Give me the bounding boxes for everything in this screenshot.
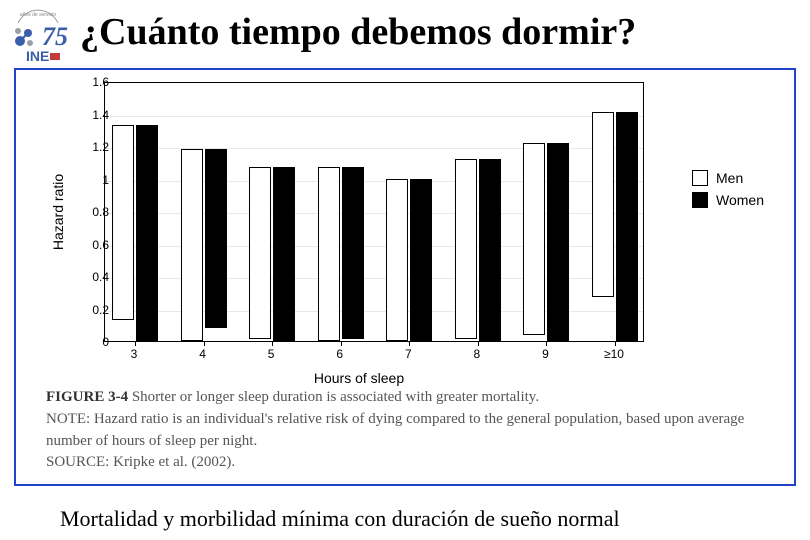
legend-label: Women	[716, 192, 764, 208]
bar-group	[112, 125, 158, 341]
y-tick-label: 0.2	[92, 303, 109, 317]
y-tick-label: 1.2	[92, 140, 109, 154]
caption-text: Shorter or longer sleep duration is asso…	[132, 389, 539, 405]
y-axis-label: Hazard ratio	[50, 174, 66, 250]
caption-source-label: SOURCE:	[46, 454, 109, 470]
y-tick-label: 1.4	[92, 108, 109, 122]
svg-text:años de servicio: años de servicio	[20, 12, 56, 18]
bar-group	[249, 167, 295, 341]
x-tick-label: 5	[268, 347, 275, 361]
legend-item: Men	[692, 170, 764, 186]
chart: Hazard ratio Hours of sleep 00.20.40.60.…	[64, 82, 654, 362]
bar-men	[318, 167, 340, 341]
bar-men	[592, 112, 614, 297]
figure-frame: Hazard ratio Hours of sleep 0 0.2 0.4 0.6 0.…	[14, 68, 796, 486]
x-tick-mark	[546, 341, 547, 346]
caption-note: Hazard ratio is an individual's relative…	[46, 411, 744, 449]
bar-group	[318, 167, 364, 341]
bar-women	[547, 143, 569, 341]
footer-note: Mortalidad y morbilidad mínima con durac…	[60, 506, 620, 532]
y-tick-label: 1	[102, 173, 109, 187]
x-tick-label: ≥10	[604, 347, 624, 361]
bar-women	[205, 149, 227, 328]
bar-men	[249, 167, 271, 339]
y-tick-label: 0.6	[92, 238, 109, 252]
bar-women	[479, 159, 501, 341]
x-tick-mark	[341, 341, 342, 346]
logo-badge: años de servicio 75 INE	[8, 5, 68, 65]
bar-women	[136, 125, 158, 341]
x-tick-label: 7	[405, 347, 412, 361]
x-tick-mark	[135, 341, 136, 346]
bar-group	[523, 143, 569, 341]
legend-swatch	[692, 192, 708, 208]
x-tick-label: 9	[542, 347, 549, 361]
bar-women	[342, 167, 364, 339]
x-tick-label: 6	[336, 347, 343, 361]
bar-men	[112, 125, 134, 320]
page-title: ¿Cuánto tiempo debemos dormir?	[80, 10, 636, 54]
y-tick-label: 1.6	[92, 75, 109, 89]
bar-group	[455, 159, 501, 341]
bar-women	[616, 112, 638, 341]
svg-text:75: 75	[42, 22, 68, 51]
legend-label: Men	[716, 170, 743, 186]
x-tick-mark	[409, 341, 410, 346]
x-tick-label: 3	[131, 347, 138, 361]
x-axis-label: Hours of sleep	[314, 370, 404, 386]
bar-men	[181, 149, 203, 341]
legend: Men Women	[692, 170, 764, 214]
bar-group	[386, 179, 432, 342]
figure-caption: FIGURE 3-4 Shorter or longer sleep durat…	[46, 387, 764, 474]
bar-men	[386, 179, 408, 342]
bar-men	[523, 143, 545, 335]
caption-note-label: NOTE:	[46, 411, 90, 427]
x-tick-mark	[272, 341, 273, 346]
caption-figure-label: FIGURE 3-4	[46, 389, 128, 405]
legend-swatch	[692, 170, 708, 186]
bar-women	[410, 179, 432, 342]
x-tick-label: 8	[474, 347, 481, 361]
y-tick-label: 0.4	[92, 270, 109, 284]
x-tick-mark	[615, 341, 616, 346]
legend-item: Women	[692, 192, 764, 208]
bar-group	[592, 112, 638, 341]
y-tick-label: 0.8	[92, 205, 109, 219]
x-tick-mark	[204, 341, 205, 346]
x-tick-mark	[478, 341, 479, 346]
bar-group	[181, 149, 227, 341]
bar-women	[273, 167, 295, 341]
x-tick-label: 4	[199, 347, 206, 361]
y-tick-label: 0	[102, 335, 109, 349]
bar-men	[455, 159, 477, 339]
svg-text:INE: INE	[26, 48, 49, 64]
caption-source: Kripke et al. (2002).	[113, 454, 235, 470]
gridline	[105, 116, 643, 117]
plot-area	[104, 82, 644, 342]
